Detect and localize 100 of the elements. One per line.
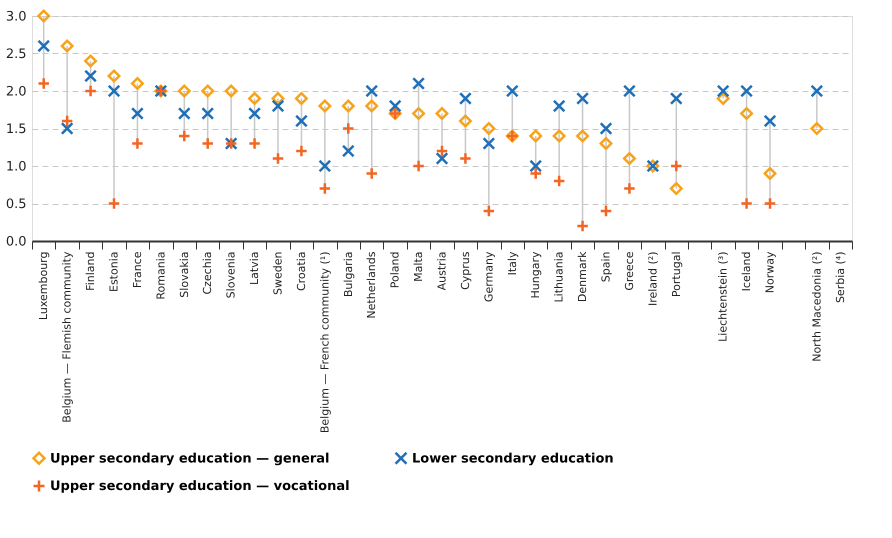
point <box>294 144 308 158</box>
x-tick-label: Italy <box>506 251 519 276</box>
point <box>529 160 542 172</box>
point <box>60 114 74 128</box>
point <box>576 92 590 105</box>
point <box>294 114 308 128</box>
point <box>482 204 496 218</box>
point <box>506 84 519 98</box>
point <box>740 84 754 98</box>
point <box>272 100 284 112</box>
point <box>60 122 74 135</box>
point <box>600 137 612 150</box>
legend-label: Lower secondary education <box>412 451 614 466</box>
x-tick-label: Czechia <box>201 252 214 295</box>
x-tick-label: Denmark <box>576 250 590 302</box>
point <box>436 152 448 165</box>
point <box>670 160 683 172</box>
x-tick-label: Greece <box>622 251 636 291</box>
point <box>529 130 542 142</box>
point <box>178 84 191 98</box>
point <box>412 160 426 172</box>
point <box>342 144 355 158</box>
x-tick-label: Romania <box>154 252 168 300</box>
x-tick-label: Finland <box>84 252 98 291</box>
x-tick-label: Belgium — French community (¹) <box>318 252 332 434</box>
x-tick-label: Poland <box>388 252 402 288</box>
x-tick-label: Lithuania <box>552 252 566 302</box>
x-tick-label: Austria <box>436 252 448 290</box>
point <box>130 137 144 150</box>
x-tick-label: Slovakia <box>178 252 191 298</box>
x-tick-label: Netherlands <box>365 251 378 319</box>
x-tick-label: Liechtenstein (³) <box>716 252 730 342</box>
x-tick-label: Sweden <box>272 251 284 295</box>
point <box>201 84 214 98</box>
point <box>764 197 776 210</box>
x-tick-label: Malta <box>412 252 426 282</box>
point <box>84 54 98 68</box>
point <box>600 204 612 218</box>
x-tick-label: Spain <box>600 251 612 282</box>
point <box>37 77 50 90</box>
x-tick-label: France <box>130 251 144 288</box>
point <box>670 92 683 105</box>
point <box>130 77 144 90</box>
x-tick-label: Serbia (⁴) <box>834 252 847 304</box>
x-tick-label: Luxembourg <box>37 252 50 320</box>
point <box>130 107 144 120</box>
point <box>342 100 355 112</box>
point <box>108 197 120 210</box>
point <box>178 130 191 142</box>
x-tick-label: Slovenia <box>224 252 238 298</box>
point <box>365 84 378 98</box>
point <box>600 122 612 135</box>
point <box>482 122 496 135</box>
point <box>529 167 542 180</box>
legend-label: Upper secondary education — general <box>50 451 330 466</box>
x-tick-label: Portugal <box>670 252 683 298</box>
y-tick-label: 0.0 <box>6 234 26 250</box>
x-tick-label: Iceland <box>740 252 754 292</box>
point <box>248 92 262 105</box>
point <box>622 84 636 98</box>
point <box>84 84 98 98</box>
point <box>201 137 214 150</box>
point <box>272 92 284 105</box>
point <box>622 182 636 195</box>
point <box>458 114 472 128</box>
point <box>248 137 262 150</box>
point <box>248 107 262 120</box>
y-tick-label: 2.0 <box>6 84 26 100</box>
point <box>764 167 776 180</box>
point <box>178 107 191 120</box>
point <box>436 144 448 158</box>
point <box>412 77 426 90</box>
point <box>201 107 214 120</box>
point <box>224 84 238 98</box>
x-tick-label: Ireland (²) <box>646 252 660 306</box>
point <box>365 100 378 112</box>
x-tick-label: Belgium — Flemish community <box>60 251 74 423</box>
point <box>318 100 332 112</box>
point <box>458 92 472 105</box>
point <box>294 92 308 105</box>
point <box>716 92 730 105</box>
point <box>576 220 590 232</box>
point <box>810 84 824 98</box>
point <box>272 152 284 165</box>
point <box>764 114 776 128</box>
x-tick-label: Germany <box>482 251 496 302</box>
point <box>108 84 120 98</box>
point <box>552 100 566 112</box>
x-tick-label: Norway <box>764 251 776 294</box>
point <box>622 152 636 165</box>
point <box>436 107 448 120</box>
point <box>318 160 332 172</box>
point <box>552 174 566 188</box>
x-tick-label: Bulgaria <box>342 252 355 298</box>
x-tick-label: Estonia <box>108 252 120 292</box>
point <box>412 107 426 120</box>
point <box>37 40 50 52</box>
point <box>60 40 74 52</box>
point <box>576 130 590 142</box>
y-tick-label: 2.5 <box>6 47 26 62</box>
